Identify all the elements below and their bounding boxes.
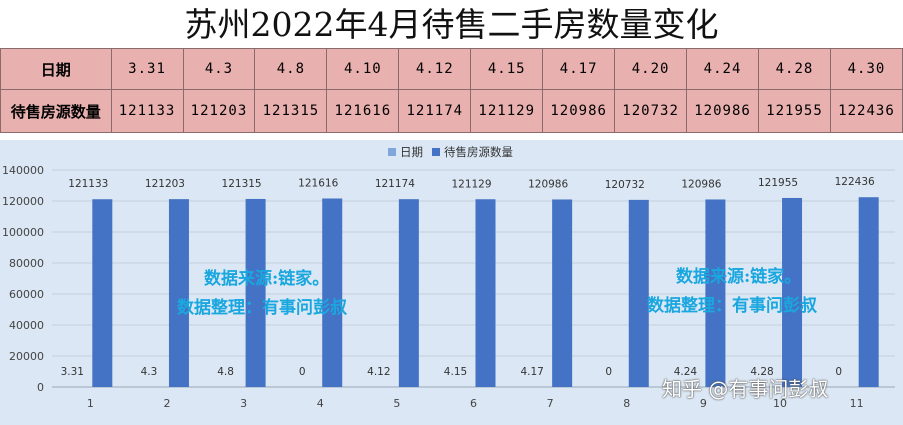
y-tick-label: 120000 bbox=[2, 195, 44, 208]
data-label-date: 0 bbox=[605, 366, 612, 378]
date-cell: 4.30 bbox=[829, 48, 903, 90]
bar-series-count bbox=[398, 199, 419, 387]
date-cell: 4.8 bbox=[254, 48, 328, 90]
data-label-count: 121203 bbox=[145, 178, 185, 190]
date-cell: 4.15 bbox=[470, 48, 544, 90]
data-label-date: 4.24 bbox=[674, 366, 698, 378]
x-tick-label: 1 bbox=[87, 397, 94, 410]
x-tick-label: 6 bbox=[470, 397, 477, 410]
zhihu-watermark-logo: 知乎 @有事问彭叔 bbox=[662, 377, 829, 401]
legend-label-count: 待售房源数量 bbox=[444, 145, 513, 159]
date-cell: 3.31 bbox=[110, 48, 184, 90]
legend-swatch-date bbox=[388, 148, 396, 156]
y-tick-label: 80000 bbox=[9, 257, 44, 270]
table-row: 待售房源数量 121133 121203 121315 121616 121174 1211… bbox=[0, 89, 903, 133]
bar-series-count bbox=[782, 197, 803, 387]
count-cell: 121203 bbox=[182, 89, 256, 133]
row-header: 日期 bbox=[0, 48, 112, 90]
bar-series-count bbox=[858, 197, 879, 387]
chart-area: 0 20000 40000 60000 80000 100000 120000 140000 3… bbox=[0, 140, 903, 425]
legend-label-date: 日期 bbox=[400, 145, 423, 159]
data-label-date: 4.3 bbox=[141, 366, 158, 378]
bar-series-count bbox=[168, 199, 189, 387]
data-label-count: 120986 bbox=[528, 178, 568, 190]
table-row: 日期 3.31 4.3 4.8 4.10 4.12 4.15 4.17 4.20 4.24 4.28… bbox=[0, 48, 903, 90]
bar-series-count bbox=[705, 199, 726, 387]
bar-chart: 0 20000 40000 60000 80000 100000 120000 140000 3… bbox=[2, 145, 895, 410]
bar-series-count bbox=[475, 199, 496, 387]
x-tick-label: 4 bbox=[317, 397, 324, 410]
x-tick-label: 5 bbox=[393, 397, 400, 410]
data-label-count: 120732 bbox=[605, 179, 645, 191]
bar-series-count bbox=[628, 199, 649, 387]
data-label-date: 4.17 bbox=[520, 366, 543, 378]
count-cell: 121133 bbox=[110, 89, 184, 133]
data-label-count: 121129 bbox=[451, 178, 491, 190]
bar-series-count bbox=[245, 198, 266, 387]
y-tick-label: 0 bbox=[37, 381, 44, 394]
date-cell: 4.12 bbox=[398, 48, 472, 90]
x-tick-label: 2 bbox=[163, 397, 170, 410]
watermark-source-1: 数据来源:链家。 bbox=[204, 269, 330, 289]
date-cell: 4.17 bbox=[542, 48, 616, 90]
data-label-date: 4.12 bbox=[367, 366, 390, 378]
count-cell: 121315 bbox=[254, 89, 328, 133]
legend-swatch-count bbox=[432, 148, 440, 156]
watermark-organizer-2: 数据整理：有事问彭叔 bbox=[647, 296, 817, 316]
y-tick-label: 100000 bbox=[2, 226, 44, 239]
x-tick-label: 8 bbox=[623, 397, 630, 410]
bar-series-count bbox=[552, 199, 573, 387]
data-label-count: 121133 bbox=[68, 178, 108, 190]
data-label-date: 4.8 bbox=[217, 366, 234, 378]
y-tick-label: 60000 bbox=[9, 288, 44, 301]
x-tick-label: 9 bbox=[700, 397, 707, 410]
page-title: 苏州2022年4月待售二手房数量变化 bbox=[184, 5, 719, 44]
data-label-count: 122436 bbox=[835, 176, 875, 188]
bar-series-count bbox=[92, 199, 113, 387]
data-label-date: 4.28 bbox=[750, 366, 773, 378]
watermark-source-2: 数据来源:链家。 bbox=[676, 267, 802, 287]
data-label-date: 4.15 bbox=[444, 366, 467, 378]
count-cell: 121174 bbox=[398, 89, 472, 133]
count-cell: 122436 bbox=[829, 89, 903, 133]
data-label-count: 120986 bbox=[681, 178, 721, 190]
data-label-count: 121315 bbox=[222, 178, 262, 190]
data-label-date: 3.31 bbox=[61, 366, 84, 378]
row-header: 待售房源数量 bbox=[0, 89, 112, 133]
x-tick-label: 3 bbox=[240, 397, 247, 410]
count-cell: 121129 bbox=[470, 89, 544, 133]
data-table: 日期 3.31 4.3 4.8 4.10 4.12 4.15 4.17 4.20 4.24 4.28… bbox=[0, 48, 903, 133]
x-tick-label: 7 bbox=[547, 397, 554, 410]
date-cell: 4.3 bbox=[182, 48, 256, 90]
count-cell: 121616 bbox=[326, 89, 400, 133]
count-cell: 121955 bbox=[758, 89, 831, 133]
y-tick-label: 40000 bbox=[9, 319, 44, 332]
data-label-count: 121955 bbox=[758, 177, 798, 189]
date-cell: 4.20 bbox=[614, 48, 688, 90]
x-tick-label: 10 bbox=[773, 397, 787, 410]
count-cell: 120732 bbox=[614, 89, 688, 133]
data-label-count: 121616 bbox=[298, 177, 338, 189]
data-label-date: 0 bbox=[299, 366, 306, 378]
x-tick-label: 11 bbox=[850, 397, 864, 410]
bar-series-count bbox=[322, 198, 343, 387]
date-cell: 4.10 bbox=[326, 48, 400, 90]
data-label-date: 0 bbox=[835, 366, 842, 378]
watermark-organizer-1: 数据整理：有事问彭叔 bbox=[177, 298, 347, 318]
count-cell: 120986 bbox=[686, 89, 759, 133]
y-tick-label: 20000 bbox=[9, 350, 44, 363]
date-cell: 4.24 bbox=[686, 48, 759, 90]
date-cell: 4.28 bbox=[758, 48, 831, 90]
data-label-count: 121174 bbox=[375, 178, 415, 190]
y-tick-label: 140000 bbox=[2, 164, 44, 177]
count-cell: 120986 bbox=[542, 89, 616, 133]
